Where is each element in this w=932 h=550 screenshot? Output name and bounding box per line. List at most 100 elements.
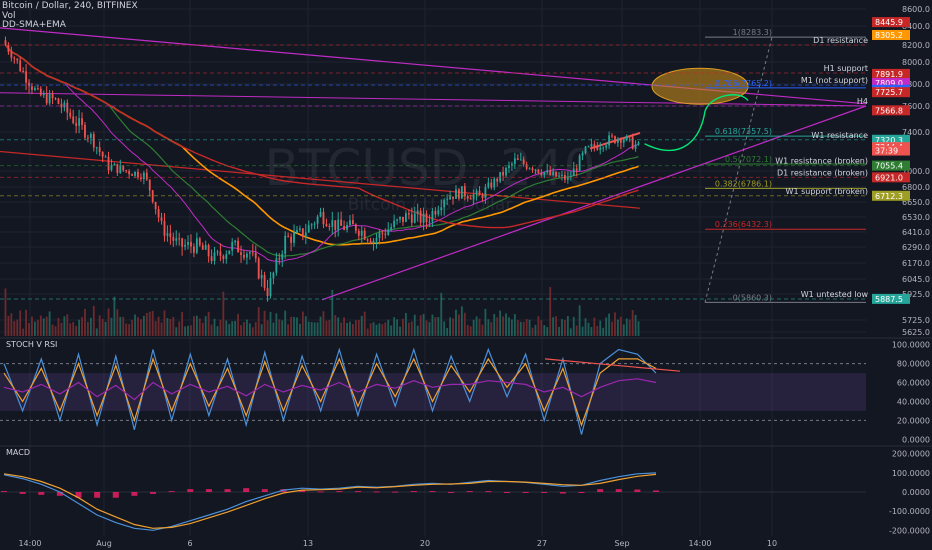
- volume-bar: [463, 312, 466, 336]
- candle-body: [449, 196, 451, 200]
- volume-bar: [484, 308, 487, 336]
- time-axis[interactable]: 14:00 Aug 6 13 20 27 Sep 14:00 10: [18, 539, 777, 548]
- candle-body: [293, 232, 295, 243]
- candle-body: [628, 135, 631, 137]
- macd-histogram-bar: [653, 490, 659, 492]
- volume-bar: [575, 325, 578, 336]
- volume-bar: [543, 325, 546, 336]
- candle-body: [131, 174, 133, 176]
- candle-body: [84, 124, 86, 138]
- candle-body: [393, 220, 396, 228]
- volume-bar: [148, 311, 151, 336]
- candle-body: [340, 219, 343, 226]
- macd-histogram-bar: [485, 491, 492, 493]
- volume-bar: [469, 326, 472, 336]
- volume-bar: [240, 325, 242, 336]
- volume-bar: [301, 311, 304, 336]
- candle-body: [396, 219, 398, 221]
- volume-bar: [195, 315, 198, 336]
- candle-body: [443, 200, 446, 208]
- volume-bar: [569, 328, 572, 336]
- candle-body: [69, 112, 72, 117]
- candle-body: [566, 176, 569, 180]
- volume-bar: [69, 323, 72, 336]
- trendline-mid: [0, 92, 867, 107]
- candle-body: [487, 182, 490, 188]
- stoch-d-line: [3, 356, 657, 427]
- price-label-text: 8305.2: [875, 31, 903, 40]
- volume-bar: [590, 327, 593, 336]
- volume-bar: [287, 324, 290, 336]
- candle-body: [78, 118, 80, 126]
- volume-bar: [243, 322, 245, 336]
- candle-body: [458, 189, 460, 199]
- volume-bar: [619, 316, 622, 336]
- candle-body: [210, 256, 213, 262]
- volume-legend: Vol: [2, 11, 16, 21]
- candle-body: [375, 238, 378, 241]
- candle-body: [169, 233, 172, 237]
- time-axis-label: 6: [187, 539, 192, 548]
- candle-body: [584, 146, 587, 154]
- candle-body: [72, 116, 75, 124]
- volume-bar: [119, 316, 122, 336]
- candle-body: [104, 156, 107, 158]
- candle-body: [75, 123, 78, 126]
- watermark-name: Bitcoin / U.S. Dollar: [348, 195, 513, 215]
- volume-bar: [290, 316, 292, 336]
- macd-histogram-bar: [205, 489, 212, 492]
- volume-bar: [307, 321, 310, 336]
- volume-bar: [578, 305, 581, 336]
- candle-body: [540, 172, 543, 175]
- volume-bar: [7, 315, 10, 336]
- price-tick-label: 5725.0: [902, 316, 930, 325]
- volume-bar: [234, 320, 237, 336]
- volume-bar: [216, 326, 219, 336]
- volume-bar: [122, 316, 125, 336]
- macd-tick-label: 200.0000: [892, 450, 930, 459]
- candle-body: [505, 167, 507, 176]
- volume-bar: [16, 319, 19, 336]
- volume-bar: [310, 322, 313, 336]
- candle-body: [287, 235, 290, 237]
- volume-bar: [228, 323, 231, 336]
- volume-bar: [113, 296, 116, 336]
- candle-body: [116, 163, 119, 174]
- price-tick-label: 6170.0: [902, 259, 930, 268]
- volume-bar: [204, 316, 207, 336]
- volume-bar: [92, 305, 95, 336]
- price-axis[interactable]: 5625.0 5725.0 5925.0 6045.0 6170.0 6290.0 6410…: [870, 0, 932, 550]
- volume-bar: [4, 288, 7, 336]
- volume-bar: [372, 322, 375, 336]
- stoch-tick-label: 80.0000: [897, 360, 930, 369]
- candle-body: [596, 146, 599, 150]
- macd-histogram-bar: [261, 489, 268, 492]
- volume-bar: [369, 323, 372, 336]
- volume-bar: [354, 320, 357, 336]
- candle-body: [549, 170, 552, 175]
- volume-bar: [293, 317, 295, 336]
- candle-body: [619, 138, 622, 143]
- volume-bar: [163, 310, 166, 336]
- candle-body: [254, 252, 257, 259]
- candle-body: [537, 169, 540, 173]
- fib-level-label: 0.236(6432.3): [715, 220, 772, 229]
- macd-histogram-bar: [112, 492, 119, 498]
- macd-histogram-bar: [187, 489, 194, 492]
- volume-bar: [169, 318, 172, 336]
- volume-bar: [628, 319, 631, 336]
- candle-body: [95, 147, 98, 149]
- volume-bar: [175, 327, 178, 336]
- volume-bar: [475, 316, 478, 336]
- volume-bar: [154, 321, 157, 336]
- volume-bar: [352, 324, 354, 336]
- candle-body: [28, 82, 30, 87]
- price-tick-label: 7800.0: [902, 80, 930, 89]
- volume-bar: [525, 319, 528, 336]
- volume-bar: [337, 317, 340, 336]
- volume-bar: [357, 319, 360, 336]
- candle-body: [378, 232, 381, 239]
- volume-bar: [313, 322, 316, 336]
- candle-body: [119, 165, 122, 174]
